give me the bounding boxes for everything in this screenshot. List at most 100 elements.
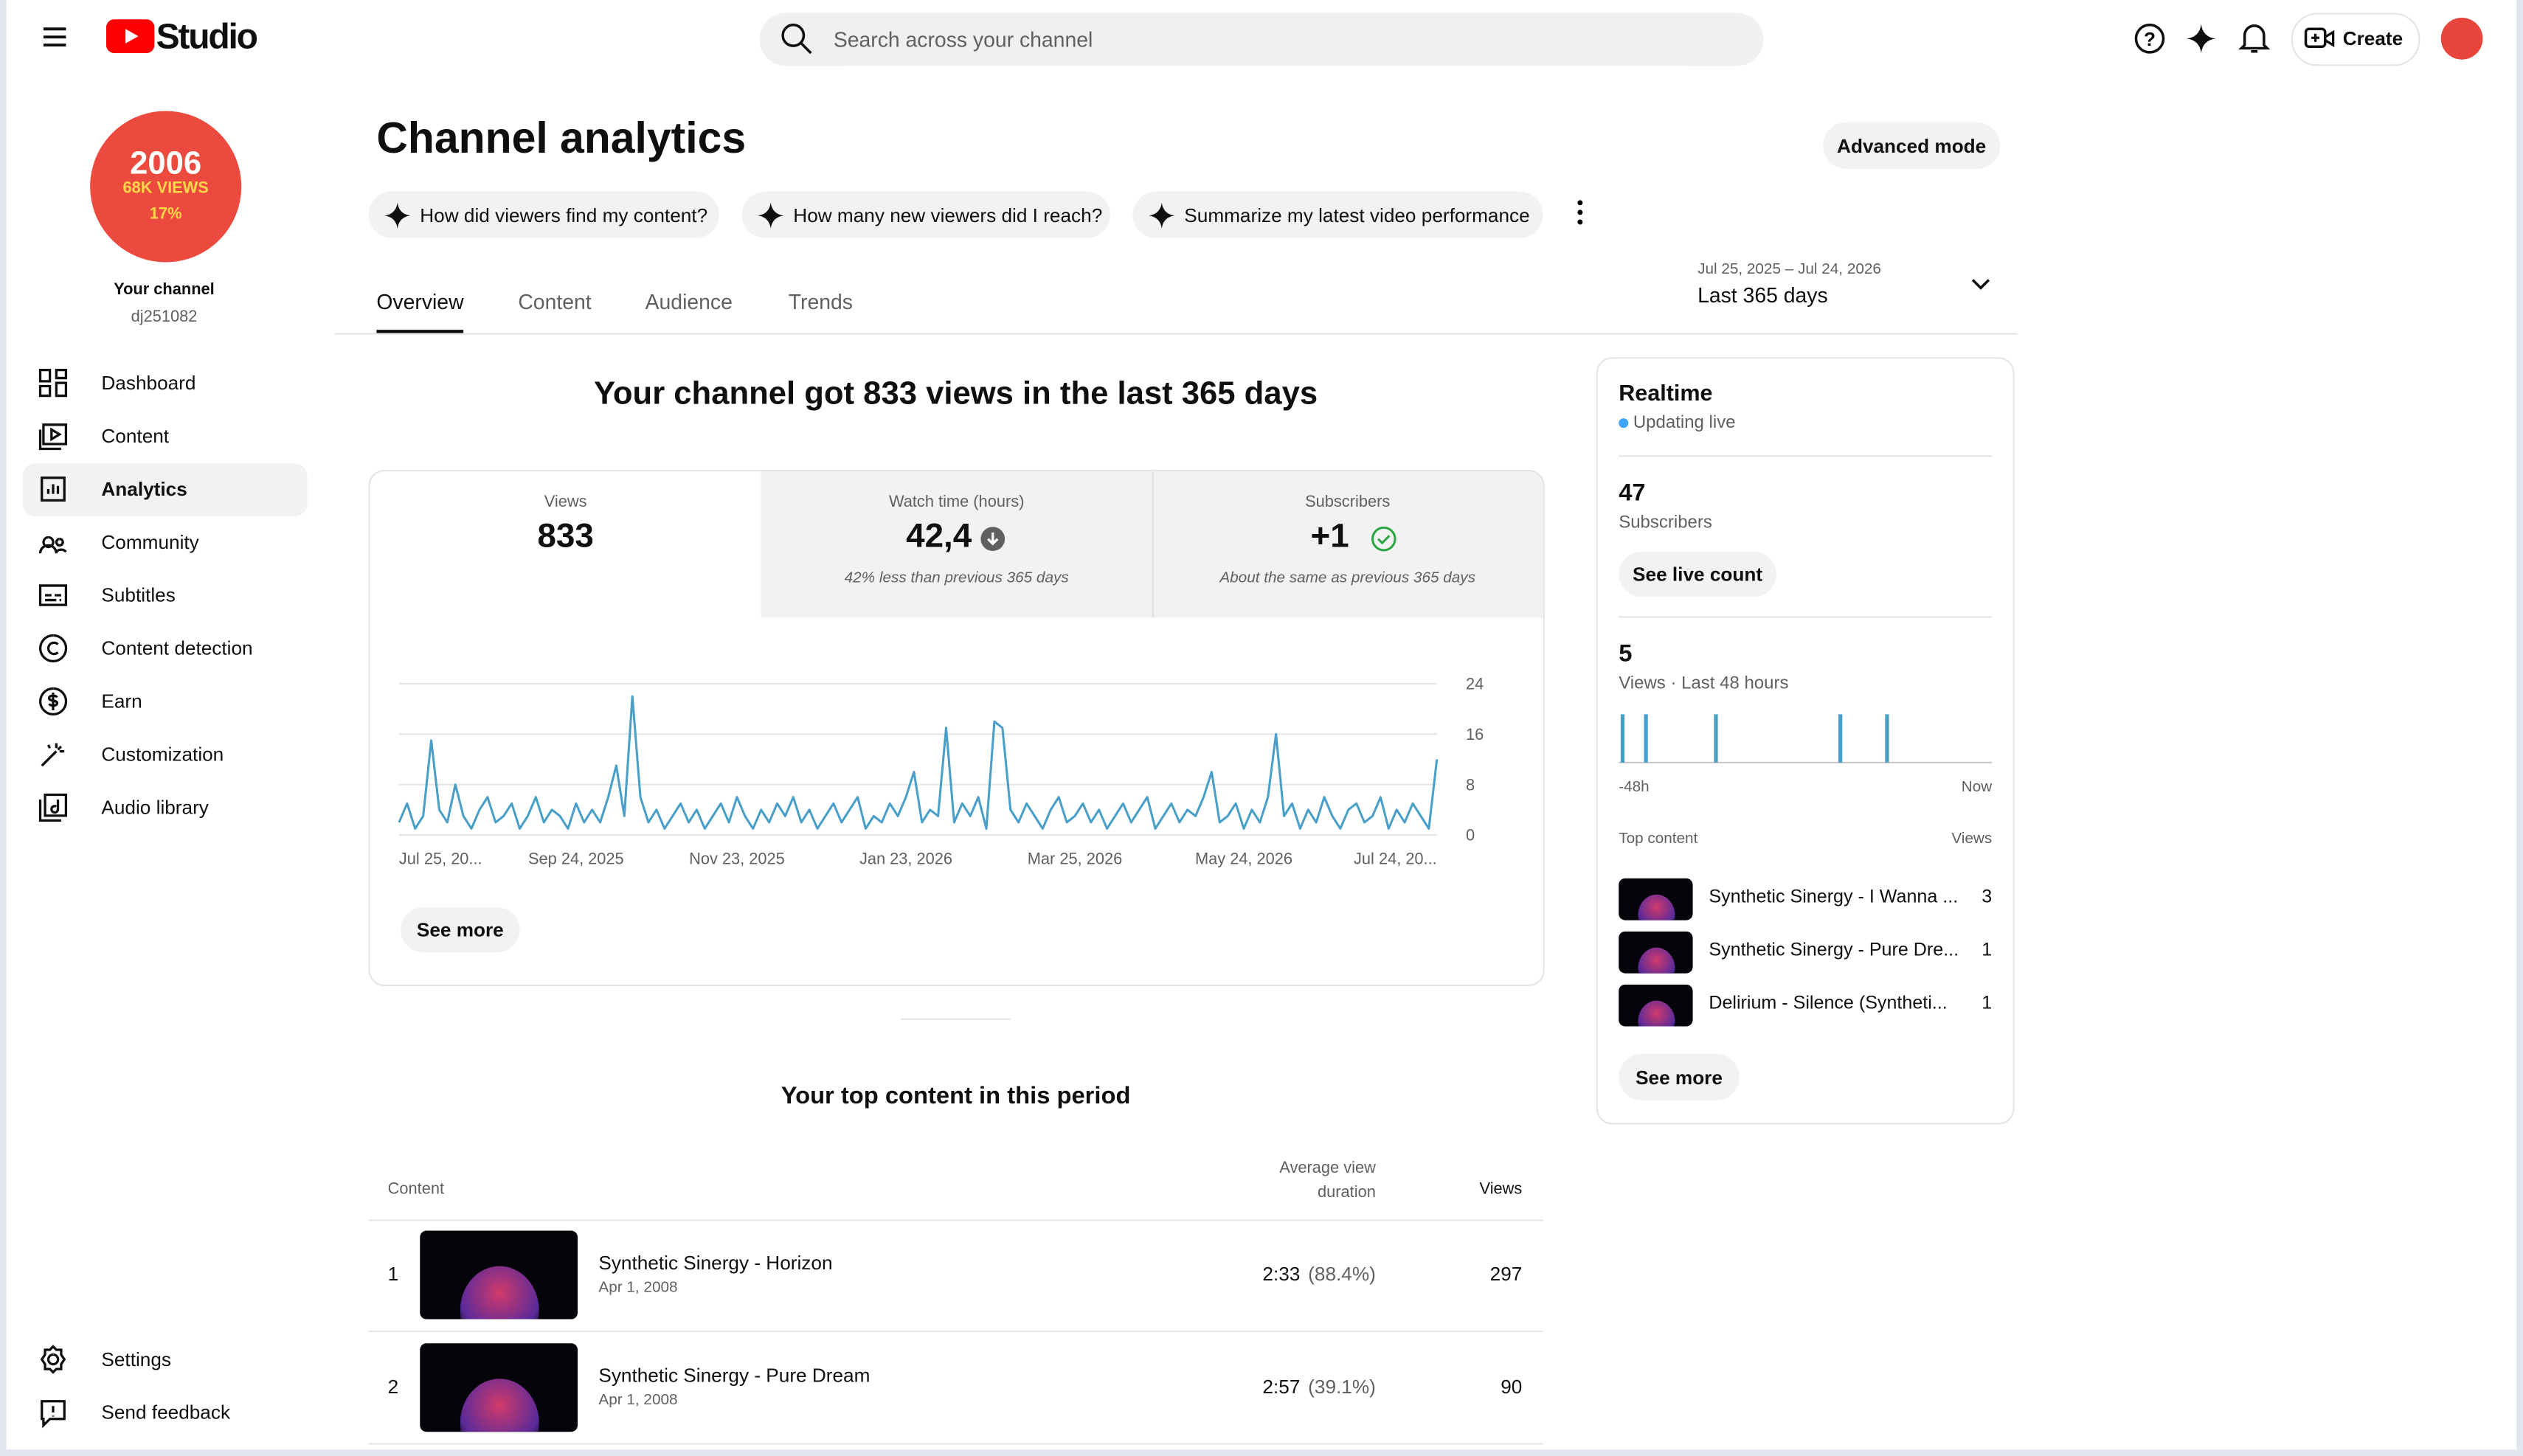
video-thumbnail[interactable] [420, 1343, 578, 1432]
more-icon[interactable] [1571, 198, 1590, 226]
nav-item[interactable]: Send feedback [101, 1401, 231, 1424]
nav-icon [39, 634, 68, 663]
metric-value: 833 [537, 518, 594, 555]
date-preset[interactable]: Last 365 days [1697, 282, 1828, 308]
divider [334, 333, 2018, 335]
sparkle-icon [758, 202, 784, 229]
notifications-icon[interactable] [2238, 21, 2271, 56]
nav-icon [38, 535, 67, 554]
x-tick-label: -48h [1619, 778, 1649, 795]
suggestion-chip[interactable]: How many new viewers did I reach? [741, 191, 1110, 238]
avg-view-percent: (88.4%) [1308, 1263, 1376, 1286]
logo-text[interactable]: Studio [156, 15, 258, 57]
chevron-icon[interactable] [1970, 275, 1993, 294]
video-title[interactable]: Synthetic Sinergy - Pure Dream [598, 1364, 871, 1387]
suggestion-chip[interactable]: How did viewers find my content? [368, 191, 719, 238]
top-content-label: Top content [1619, 830, 1698, 848]
date-range[interactable]: Jul 25, 2025 – Jul 24, 2026 [1697, 260, 1881, 279]
video-title[interactable]: Synthetic Sinergy - I Wanna ... [1709, 887, 1959, 908]
bar [1838, 714, 1843, 763]
menu-icon[interactable] [38, 24, 71, 50]
x-tick-label: May 24, 2026 [1195, 849, 1292, 867]
y-tick-label: 0 [1466, 826, 1475, 845]
logo-icon[interactable] [105, 19, 155, 55]
nav-icon [40, 1345, 66, 1374]
bar [1714, 714, 1718, 763]
search-placeholder[interactable]: Search across your channel [833, 27, 1093, 52]
video-thumbnail[interactable] [1619, 878, 1693, 921]
views-label: Views · Last 48 hours [1619, 673, 1789, 694]
nav-item[interactable]: Earn [101, 690, 142, 713]
nav-item[interactable]: Customization [101, 743, 224, 766]
metric-label: Watch time (hours) [888, 493, 1025, 512]
sparkle-icon[interactable] [2185, 23, 2218, 55]
bar [1620, 714, 1625, 763]
video-title[interactable]: Synthetic Sinergy - Horizon [598, 1251, 833, 1275]
nav-active-highlight [22, 463, 308, 517]
nav-item[interactable]: Content detection [101, 637, 253, 660]
column-header: Average view duration [1279, 1159, 1376, 1202]
nav-item[interactable]: Settings [101, 1348, 171, 1371]
x-tick-label: Now [1962, 778, 1993, 795]
tab[interactable]: Trends [788, 289, 853, 314]
video-thumbnail[interactable] [1619, 931, 1693, 974]
realtime-see-more-button[interactable]: See more [1619, 1053, 1740, 1100]
divider [1619, 455, 1993, 457]
see-live-count-button[interactable]: See live count [1619, 552, 1776, 597]
video-title[interactable]: Synthetic Sinergy - Pure Dre... [1709, 940, 1959, 961]
tab[interactable]: Audience [645, 289, 733, 314]
views-column-label: Views [1951, 830, 1993, 848]
x-tick-label: Mar 25, 2026 [1028, 849, 1122, 867]
nav-item[interactable]: Community [101, 530, 199, 554]
tab[interactable]: Content [518, 289, 592, 314]
see-more-button[interactable]: See more [401, 907, 520, 953]
row-divider [368, 1330, 1543, 1332]
channel-avatar[interactable] [90, 111, 242, 263]
live-dot [1619, 418, 1629, 429]
nav-icon [41, 476, 66, 502]
video-title[interactable]: Delirium - Silence (Syntheti... [1709, 994, 1948, 1014]
nav-item[interactable]: Audio library [101, 796, 209, 819]
search-bar[interactable] [759, 13, 1764, 66]
nav-icon [38, 369, 68, 398]
row-divider [368, 1219, 1543, 1221]
suggestion-chip[interactable]: Summarize my latest video performance [1132, 191, 1543, 238]
x-tick-label: Sep 24, 2025 [528, 849, 624, 867]
video-views: 1 [1982, 994, 1993, 1014]
video-thumbnail[interactable] [1619, 984, 1693, 1027]
views-count: 5 [1619, 640, 1633, 668]
nav-icon [41, 743, 65, 767]
nav-item[interactable]: Analytics [101, 477, 187, 501]
bar [1644, 714, 1648, 763]
page-title: Channel analytics [376, 114, 747, 163]
divider [1619, 616, 1993, 618]
overview-card [368, 469, 1545, 987]
realtime-title: Realtime [1619, 379, 1713, 406]
create-label[interactable]: Create [2342, 27, 2403, 50]
column-header: Content [387, 1180, 445, 1199]
advanced-mode-button[interactable]: Advanced mode [1823, 122, 2001, 170]
metric-value: +1 [1310, 518, 1349, 555]
subscriber-count: 47 [1619, 479, 1646, 507]
create-icon [2304, 27, 2335, 48]
account-avatar[interactable] [2440, 17, 2483, 60]
nav-item[interactable]: Dashboard [101, 371, 196, 395]
metric-value: 42,4 [906, 518, 972, 555]
nav-item[interactable]: Content [101, 424, 170, 448]
video-views: 297 [1489, 1263, 1523, 1286]
rank: 2 [387, 1375, 399, 1398]
tab[interactable]: Overview [376, 289, 464, 314]
avg-view-percent: (39.1%) [1308, 1375, 1376, 1398]
check-icon [1370, 526, 1396, 552]
nav-icon [39, 687, 68, 716]
subscriber-label: Subscribers [1619, 513, 1712, 533]
top-content-title: Your top content in this period [781, 1082, 1131, 1110]
avatar-text: 68K VIEWS [122, 180, 209, 198]
help-icon[interactable]: ? [2133, 23, 2166, 55]
video-thumbnail[interactable] [420, 1230, 578, 1320]
nav-icon [38, 793, 68, 822]
create-button[interactable] [2291, 13, 2420, 66]
video-views: 3 [1982, 887, 1993, 908]
nav-item[interactable]: Subtitles [101, 583, 176, 607]
